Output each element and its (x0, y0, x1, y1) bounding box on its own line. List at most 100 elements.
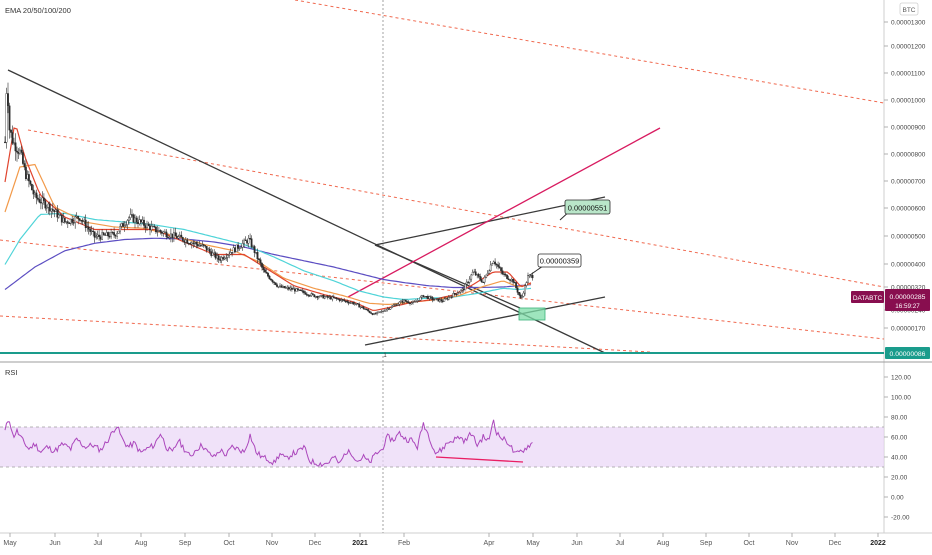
main-y-tick-label: 0.00001300 (891, 20, 926, 27)
candle-body (101, 232, 104, 240)
candle-body (331, 296, 334, 300)
candle-body (280, 285, 283, 288)
candle-body (483, 277, 486, 283)
time-tick-label: Nov (786, 540, 799, 547)
candle-body (344, 300, 347, 302)
candle-body (151, 225, 154, 228)
channel-line-3 (0, 239, 885, 340)
candle-body (346, 300, 349, 303)
candle-body (98, 234, 101, 237)
candle-body (120, 223, 123, 227)
candle-body (222, 257, 225, 260)
candle-body (518, 292, 521, 295)
candle-body (214, 252, 217, 259)
time-axis[interactable]: May Jun Jul Aug Sep Oct Nov Dec 2021 Feb Apr May Jun… (3, 533, 886, 547)
candle-body (474, 271, 477, 276)
time-tick-label: Nov (266, 540, 279, 547)
currency-badge[interactable] (899, 2, 919, 16)
candle-body (491, 263, 494, 266)
target-zone-box (518, 307, 546, 321)
candle-body (306, 294, 308, 296)
time-tick-label: Dec (829, 540, 842, 547)
candle-body (434, 298, 437, 300)
main-y-axis[interactable]: 0.00001300 0.00001200 0.00001100 0.00001000… (884, 20, 926, 333)
candle-body (338, 299, 341, 302)
candle-body (325, 295, 328, 298)
candle-body (513, 282, 516, 284)
candle-body (449, 296, 452, 298)
candle-body (310, 293, 313, 296)
candle-body (113, 232, 116, 236)
price-tag: 0.00000285 16:59:27 (885, 289, 930, 311)
candle-body (181, 237, 184, 241)
candle-body (156, 231, 159, 233)
main-y-tick-label: 0.00001100 (891, 71, 925, 78)
pair-tag: DATABTC (851, 291, 884, 303)
candle-body (140, 219, 142, 223)
candle-body (32, 189, 35, 195)
candle-body (28, 174, 30, 182)
callout-mid[interactable]: 0.00000359 (529, 253, 582, 276)
candle-body (34, 192, 36, 195)
callout-top-text: 0.00000551 (568, 204, 608, 213)
candle-body (160, 231, 163, 234)
candle-body (228, 254, 231, 256)
callout-mid-pointer (529, 265, 544, 276)
candle-body (288, 287, 290, 290)
candle-body (467, 281, 470, 284)
support-tag: 0.00000086 (885, 347, 930, 359)
candle-body (279, 285, 281, 287)
candle-body (298, 289, 301, 291)
rsi-y-tick-label: 120.00 (891, 375, 911, 382)
candle-body (43, 197, 45, 201)
candle-body (512, 279, 515, 283)
candle-body (153, 225, 156, 228)
candle-body (202, 244, 205, 246)
callout-top[interactable]: 0.00000551 (559, 199, 611, 221)
candle-body (340, 299, 343, 301)
candle-body (415, 301, 417, 303)
candle-body (255, 251, 257, 254)
candle-body (485, 274, 488, 278)
candle-body (271, 279, 274, 283)
candle-body (174, 232, 177, 237)
rsi-series-line (4, 419, 533, 468)
candle-body (180, 234, 183, 238)
candle-body (468, 278, 471, 283)
candle-body (424, 296, 426, 298)
candle-body (376, 312, 378, 315)
candle-body (524, 285, 526, 294)
candle-body (146, 223, 148, 228)
candle-body (75, 216, 78, 218)
time-tick-label: Feb (398, 540, 410, 547)
candle-body (45, 207, 48, 209)
candle-body (216, 255, 219, 259)
candle-body (332, 296, 335, 298)
callout-mid-text: 0.00000359 (540, 257, 580, 266)
candle-body (407, 301, 410, 304)
candle-body (515, 282, 518, 289)
candle-body (406, 301, 408, 303)
candle-body (373, 313, 375, 315)
main-y-tick-label: 0.00000700 (891, 179, 926, 186)
candle-body (72, 222, 75, 224)
candle-body (150, 225, 153, 230)
candle-body (195, 242, 198, 245)
candle-body (187, 242, 190, 245)
candle-body (7, 93, 9, 107)
candle-body (462, 288, 465, 291)
candle-body (243, 239, 245, 244)
candle-body (419, 297, 422, 301)
candle-body (256, 251, 259, 260)
time-tick-label: Sep (700, 540, 713, 547)
candle-body (416, 300, 419, 302)
candle-body (382, 310, 384, 313)
candle-body (391, 305, 393, 309)
candle-body (521, 296, 523, 298)
main-y-tick-label: 0.00001200 (891, 44, 926, 51)
candle-body (205, 246, 208, 251)
candle-body (184, 239, 187, 243)
candle-body (497, 264, 499, 267)
candle-body (90, 230, 93, 233)
rsi-y-axis[interactable]: 120.00 100.00 80.00 60.00 40.00 20.00 0.00 -20.… (884, 375, 911, 522)
